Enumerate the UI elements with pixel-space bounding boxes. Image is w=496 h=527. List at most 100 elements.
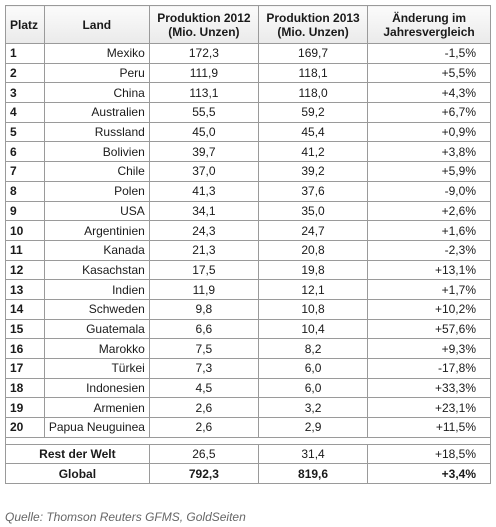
change-cell: +11,5%: [367, 417, 491, 438]
production-2013-cell: 118,1: [257, 62, 369, 84]
rank-cell: 15: [5, 318, 45, 340]
production-2012-cell: 7,3: [148, 358, 259, 379]
rank-cell: 20: [5, 417, 45, 438]
table-row: 16 Marokko 7,5 8,2 +9,3%: [5, 338, 491, 359]
production-2012-cell: 34,1: [148, 200, 259, 222]
production-2012-cell: 113,1: [148, 82, 259, 104]
rank-cell: 1: [5, 43, 45, 64]
rank-cell: 16: [5, 338, 45, 359]
table-row: 13 Indien 11,9 12,1 +1,7%: [5, 279, 491, 300]
production-2013-cell: 59,2: [257, 102, 369, 123]
production-2012-cell: 39,7: [148, 141, 259, 163]
rank-cell: 17: [5, 358, 45, 379]
production-2012-cell: 6,6: [148, 318, 259, 340]
change-cell: +1,7%: [367, 279, 491, 300]
production-2013-cell: 6,0: [257, 377, 369, 399]
production-2012-cell: 17,5: [148, 259, 259, 281]
production-2013-cell: 19,8: [257, 259, 369, 281]
production-2013-cell: 8,2: [257, 338, 369, 359]
table-row: 1 Mexiko 172,3 169,7 -1,5%: [5, 43, 491, 64]
table-row: 10 Argentinien 24,3 24,7 +1,6%: [5, 220, 491, 241]
header-land: Land: [43, 5, 150, 44]
country-cell: Türkei: [43, 358, 150, 379]
table-footer: Rest der Welt 26,5 31,4 +18,5% Global 79…: [5, 436, 491, 485]
change-cell: +5,5%: [367, 62, 491, 84]
country-cell: Australien: [43, 102, 150, 123]
country-cell: Papua Neuguinea: [43, 417, 150, 438]
rank-cell: 18: [5, 377, 45, 399]
global-change: +3,4%: [367, 463, 491, 485]
country-cell: Polen: [43, 180, 150, 202]
production-2012-cell: 45,0: [148, 121, 259, 143]
rank-cell: 12: [5, 259, 45, 281]
global-row: Global 792,3 819,6 +3,4%: [5, 463, 491, 485]
production-2012-cell: 7,5: [148, 338, 259, 359]
change-cell: +33,3%: [367, 377, 491, 399]
rank-cell: 8: [5, 180, 45, 202]
table-row: 9 USA 34,1 35,0 +2,6%: [5, 200, 491, 222]
table-row: 4 Australien 55,5 59,2 +6,7%: [5, 102, 491, 123]
change-cell: -2,3%: [367, 239, 491, 261]
production-2012-cell: 9,8: [148, 298, 259, 320]
production-2013-cell: 118,0: [257, 82, 369, 104]
rank-cell: 3: [5, 82, 45, 104]
country-cell: Chile: [43, 161, 150, 182]
production-2012-cell: 37,0: [148, 161, 259, 182]
table-row: 5 Russland 45,0 45,4 +0,9%: [5, 121, 491, 143]
production-2013-cell: 12,1: [257, 279, 369, 300]
country-cell: Indien: [43, 279, 150, 300]
country-cell: Guatemala: [43, 318, 150, 340]
silver-production-table: Platz Land Produktion 2012 (Mio. Unzen) P…: [5, 5, 491, 485]
change-cell: +23,1%: [367, 397, 491, 419]
change-cell: -17,8%: [367, 358, 491, 379]
table-body: 1 Mexiko 172,3 169,7 -1,5% 2 Peru 111,9 118,1 +5,…: [5, 43, 491, 438]
production-2012-cell: 111,9: [148, 62, 259, 84]
rank-cell: 4: [5, 102, 45, 123]
change-cell: +5,9%: [367, 161, 491, 182]
production-2013-cell: 35,0: [257, 200, 369, 222]
header-production-2012-text: Produktion 2012 (Mio. Unzen): [157, 10, 251, 39]
production-2013-cell: 6,0: [257, 358, 369, 379]
production-2013-cell: 10,4: [257, 318, 369, 340]
rank-cell: 13: [5, 279, 45, 300]
country-cell: Argentinien: [43, 220, 150, 241]
global-label: Global: [5, 463, 150, 485]
rank-cell: 6: [5, 141, 45, 163]
production-2013-cell: 3,2: [257, 397, 369, 419]
rank-cell: 14: [5, 298, 45, 320]
global-production-2012: 792,3: [148, 463, 259, 485]
change-cell: +6,7%: [367, 102, 491, 123]
country-cell: China: [43, 82, 150, 104]
production-2012-cell: 2,6: [148, 417, 259, 438]
production-2012-cell: 4,5: [148, 377, 259, 399]
header-change: Änderung im Jahresvergleich: [367, 5, 491, 44]
country-cell: Armenien: [43, 397, 150, 419]
header-change-text: Änderung im Jahresvergleich: [383, 10, 475, 39]
country-cell: Mexiko: [43, 43, 150, 64]
rank-cell: 9: [5, 200, 45, 222]
country-cell: Marokko: [43, 338, 150, 359]
table-row: 18 Indonesien 4,5 6,0 +33,3%: [5, 377, 491, 399]
change-cell: +57,6%: [367, 318, 491, 340]
spacer-row: [5, 436, 491, 445]
rest-change: +18,5%: [367, 443, 491, 465]
table-row: 14 Schweden 9,8 10,8 +10,2%: [5, 298, 491, 320]
change-cell: +10,2%: [367, 298, 491, 320]
change-cell: -9,0%: [367, 180, 491, 202]
rest-label: Rest der Welt: [5, 443, 150, 465]
production-2013-cell: 2,9: [257, 417, 369, 438]
production-2012-cell: 41,3: [148, 180, 259, 202]
country-cell: Bolivien: [43, 141, 150, 163]
table-header: Platz Land Produktion 2012 (Mio. Unzen) P…: [5, 5, 491, 44]
rest-production-2013: 31,4: [257, 443, 369, 465]
change-cell: +2,6%: [367, 200, 491, 222]
production-2013-cell: 39,2: [257, 161, 369, 182]
country-cell: Peru: [43, 62, 150, 84]
table-row: 6 Bolivien 39,7 41,2 +3,8%: [5, 141, 491, 163]
table-row: 7 Chile 37,0 39,2 +5,9%: [5, 161, 491, 182]
rank-cell: 5: [5, 121, 45, 143]
rest-production-2012: 26,5: [148, 443, 259, 465]
source-caption: Quelle: Thomson Reuters GFMS, GoldSeiten: [5, 510, 246, 524]
country-cell: Russland: [43, 121, 150, 143]
production-2012-cell: 2,6: [148, 397, 259, 419]
